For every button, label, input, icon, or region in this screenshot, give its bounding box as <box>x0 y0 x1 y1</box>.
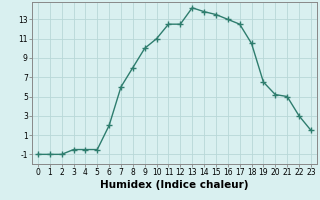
X-axis label: Humidex (Indice chaleur): Humidex (Indice chaleur) <box>100 180 249 190</box>
